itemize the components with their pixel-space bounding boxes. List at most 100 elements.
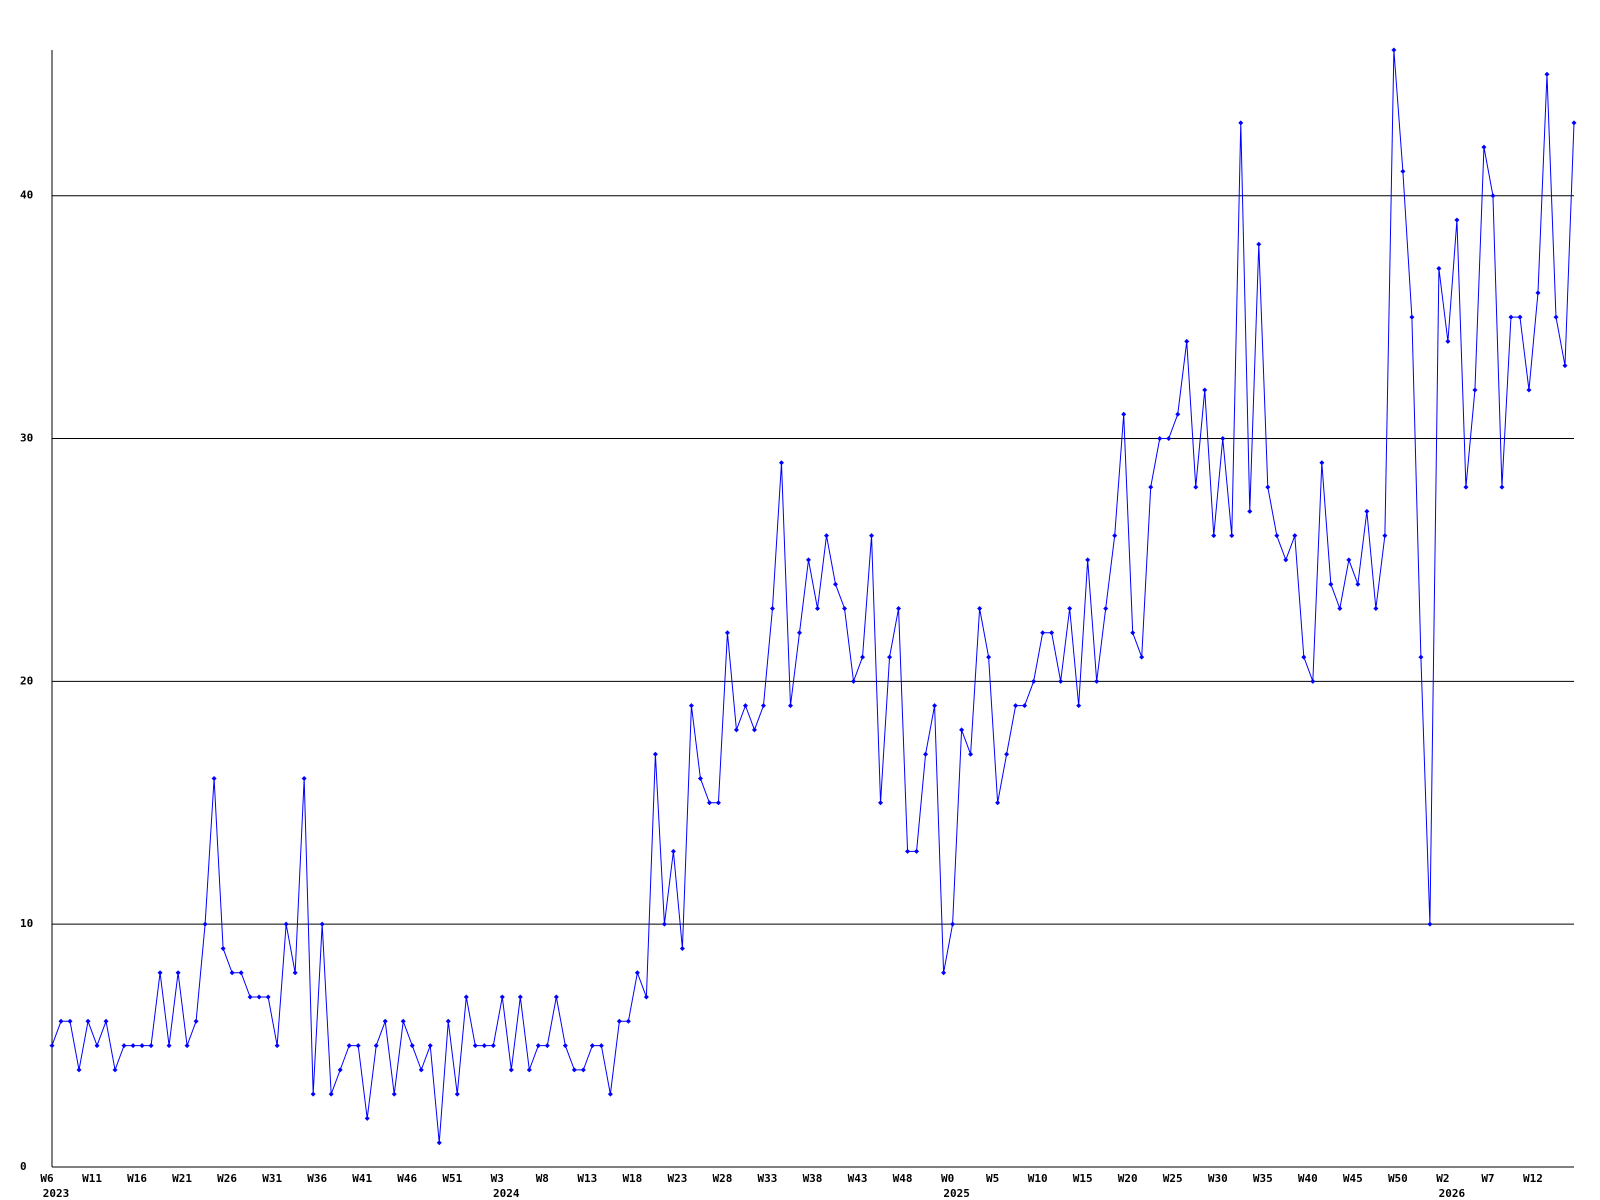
marker: [211, 775, 217, 781]
marker: [571, 1067, 577, 1073]
x-tick-label: W40: [1298, 1172, 1318, 1185]
marker: [1562, 363, 1568, 369]
x-tick-label: W16: [127, 1172, 147, 1185]
x-tick-label: W33: [758, 1172, 778, 1185]
marker: [319, 921, 325, 927]
marker: [805, 557, 811, 563]
marker: [742, 703, 748, 709]
marker: [103, 1018, 109, 1024]
marker: [842, 606, 848, 611]
marker: [49, 1043, 55, 1049]
marker: [1346, 557, 1352, 563]
marker: [1508, 314, 1514, 320]
x-tick-label: W18: [622, 1172, 642, 1185]
marker: [1364, 508, 1370, 514]
marker: [1247, 508, 1253, 514]
marker: [589, 1043, 595, 1049]
marker: [157, 970, 163, 976]
marker: [697, 775, 703, 781]
marker: [932, 703, 938, 709]
marker: [85, 1018, 91, 1024]
marker: [1022, 703, 1028, 709]
x-tick-label: W15: [1073, 1172, 1093, 1185]
year-label: 2026: [1439, 1187, 1466, 1200]
marker: [526, 1067, 532, 1073]
marker: [1391, 47, 1397, 53]
marker: [914, 848, 920, 854]
year-label: 2023: [43, 1187, 70, 1200]
marker: [409, 1043, 415, 1049]
marker: [508, 1067, 514, 1073]
marker: [418, 1067, 424, 1073]
marker: [1238, 120, 1244, 126]
marker: [1175, 411, 1181, 417]
marker: [1121, 411, 1127, 417]
x-tick-label: W0: [941, 1172, 954, 1185]
marker: [1004, 751, 1010, 757]
marker: [238, 970, 244, 976]
x-tick-label: W23: [667, 1172, 687, 1185]
x-tick-label: W36: [307, 1172, 327, 1185]
marker: [256, 994, 262, 1000]
x-tick-label: W45: [1343, 1172, 1363, 1185]
marker: [481, 1043, 487, 1049]
marker: [634, 970, 640, 976]
marker: [679, 945, 685, 951]
line: [51, 49, 1575, 1143]
marker: [220, 945, 226, 951]
marker: [1031, 678, 1037, 684]
marker: [896, 606, 902, 611]
marker: [1193, 484, 1199, 490]
marker: [1157, 436, 1163, 442]
marker: [769, 606, 775, 611]
marker: [400, 1018, 406, 1024]
marker: [995, 800, 1001, 806]
marker: [1256, 241, 1262, 247]
marker: [490, 1043, 496, 1049]
marker: [670, 848, 676, 854]
marker: [1553, 314, 1559, 320]
y-tick-label: 30: [20, 432, 33, 445]
marker: [878, 800, 884, 806]
marker: [778, 460, 784, 466]
x-tick-label: W12: [1523, 1172, 1543, 1185]
marker: [94, 1043, 100, 1049]
marker: [1382, 533, 1388, 539]
x-tick-label: W13: [577, 1172, 597, 1185]
marker: [148, 1043, 154, 1049]
marker: [1355, 581, 1361, 587]
x-tick-label: W10: [1028, 1172, 1048, 1185]
marker: [833, 581, 839, 587]
marker: [499, 994, 505, 1000]
marker: [454, 1091, 460, 1097]
x-tick-label: W51: [442, 1172, 462, 1185]
marker: [1301, 654, 1307, 660]
marker: [751, 727, 757, 733]
marker: [1310, 678, 1316, 684]
marker: [625, 1018, 631, 1024]
marker: [283, 921, 289, 927]
marker: [1184, 338, 1190, 344]
marker: [1076, 703, 1082, 709]
marker: [1373, 606, 1379, 611]
marker: [796, 630, 802, 636]
x-tick-label: W21: [172, 1172, 192, 1185]
x-tick-label: W41: [352, 1172, 372, 1185]
marker: [1463, 484, 1469, 490]
y-tick-label: 40: [20, 189, 33, 202]
marker: [112, 1067, 118, 1073]
marker: [787, 703, 793, 709]
x-tick-label: W20: [1118, 1172, 1138, 1185]
marker: [544, 1043, 550, 1049]
marker: [616, 1018, 622, 1024]
marker: [977, 606, 983, 611]
marker: [580, 1067, 586, 1073]
marker: [310, 1091, 316, 1097]
marker: [1103, 606, 1109, 611]
marker: [553, 994, 559, 1000]
marker: [274, 1043, 280, 1049]
marker: [535, 1043, 541, 1049]
marker: [706, 800, 712, 806]
marker: [1454, 217, 1460, 223]
